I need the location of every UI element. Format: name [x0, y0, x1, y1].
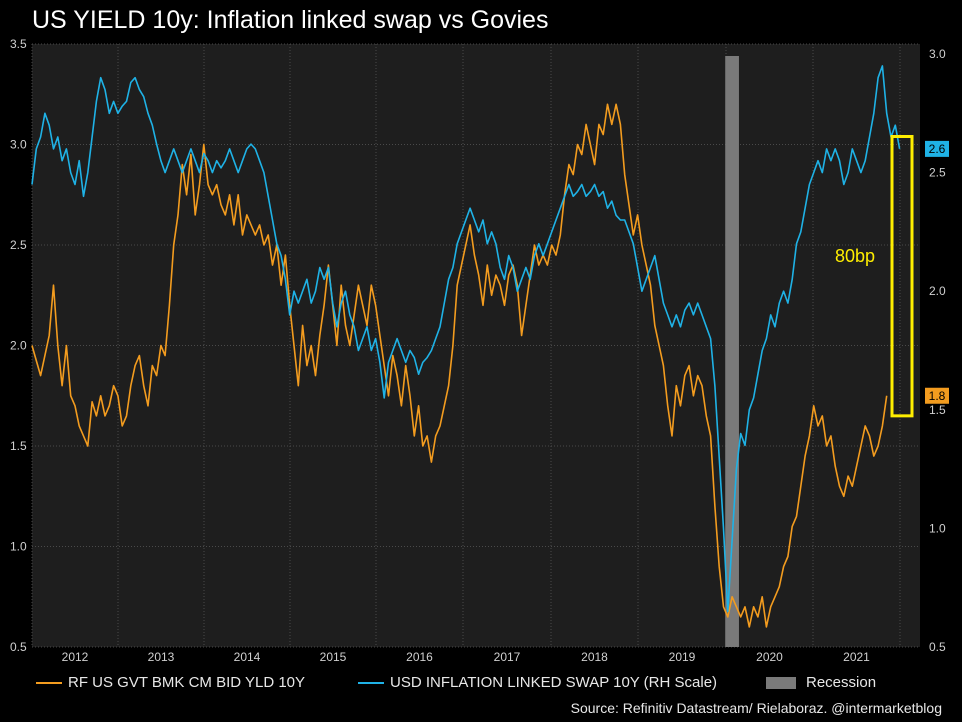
left-tick-label: 3.5: [10, 37, 27, 51]
axis-labels: 2012 2013 2014 2015 2016 2017 2018 2019 2020 2021…: [10, 37, 949, 664]
legend-swatch-yield: [36, 682, 62, 685]
left-tick-label: 2.0: [10, 339, 27, 353]
legend-item-swap: USD INFLATION LINKED SWAP 10Y (RH Scale): [358, 674, 717, 691]
series-line-yield: [31, 103, 888, 628]
left-tick-label: 1.5: [10, 439, 27, 453]
last-value-tag-label: 1.8: [929, 389, 946, 403]
legend-label-swap: USD INFLATION LINKED SWAP 10Y (RH Scale): [390, 674, 718, 691]
legend-swatch-recession: [766, 677, 796, 690]
right-tick-label: 2.5: [929, 166, 946, 180]
right-tick-label: 2.0: [929, 284, 946, 298]
right-tick-label: 1.5: [929, 403, 946, 417]
last-value-tag-bg: [925, 140, 949, 157]
x-tick-label: 2012: [62, 650, 89, 664]
series-lines: [31, 65, 901, 628]
legend-label-recession: Recession: [806, 674, 877, 691]
last-value-tag-label: 2.6: [929, 142, 946, 156]
x-tick-label: 2020: [756, 650, 783, 664]
legend-item-yield: RF US GVT BMK CM BID YLD 10Y: [36, 674, 305, 691]
left-tick-label: 2.5: [10, 238, 27, 252]
x-tick-label: 2017: [494, 650, 521, 664]
left-tick-label: 0.5: [10, 640, 27, 654]
legend-item-recession: Recession: [766, 674, 876, 691]
x-tick-label: 2014: [234, 650, 261, 664]
source-note: Source: Refinitiv Datastream/ Rielaboraz…: [570, 700, 942, 716]
series-line-swap: [31, 65, 901, 613]
x-tick-label: 2015: [320, 650, 347, 664]
last-value-tag-bg: [925, 387, 949, 404]
x-tick-label: 2013: [148, 650, 175, 664]
chart-title: US YIELD 10y: Inflation linked swap vs G…: [32, 6, 549, 34]
right-tick-label: 1.0: [929, 521, 946, 535]
x-tick-label: 2018: [581, 650, 608, 664]
recession-band: [725, 56, 739, 647]
x-tick-label: 2021: [843, 650, 870, 664]
x-tick-label: 2019: [669, 650, 696, 664]
last-value-tag-yield: 1.8: [925, 387, 949, 404]
last-value-tag-swap: 2.6: [925, 140, 949, 157]
left-tick-label: 3.0: [10, 138, 27, 152]
annotation-box: [890, 135, 914, 418]
annotation-label: 80bp: [835, 246, 875, 266]
gridlines: [31, 43, 920, 648]
annotation-group: 80bp: [835, 135, 914, 418]
recession-band-group: [725, 56, 739, 647]
legend-label-yield: RF US GVT BMK CM BID YLD 10Y: [68, 674, 306, 691]
right-tick-label: 3.0: [929, 47, 946, 61]
right-tick-label: 0.5: [929, 640, 946, 654]
legend-swatch-swap: [358, 682, 384, 685]
x-tick-label: 2016: [406, 650, 433, 664]
left-tick-label: 1.0: [10, 540, 27, 554]
